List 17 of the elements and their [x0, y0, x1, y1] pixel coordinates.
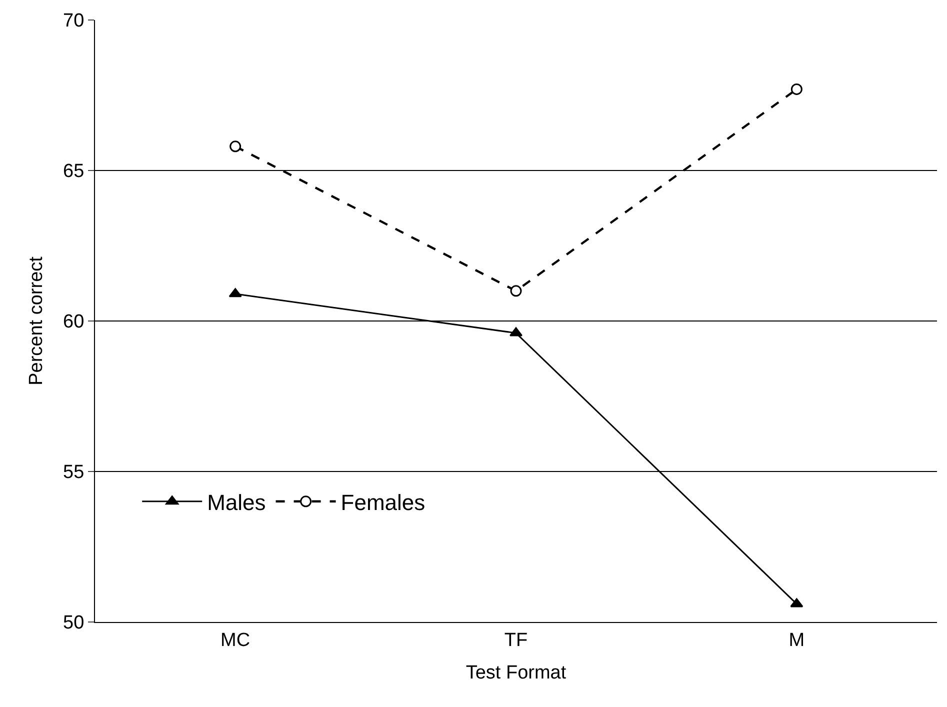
- y-tick-label: 55: [63, 462, 84, 484]
- legend-label: Females: [340, 490, 426, 515]
- y-tick-label: 60: [63, 312, 84, 333]
- x-axis-title: Test Format: [466, 662, 567, 684]
- point: [790, 598, 804, 608]
- point: [228, 288, 242, 298]
- point: [510, 285, 522, 297]
- y-tick-label: 65: [63, 161, 84, 182]
- legend-label: Males: [207, 490, 266, 515]
- y-tick-label: 50: [63, 612, 84, 634]
- point: [230, 140, 242, 152]
- y-axis-title: Percent correct: [26, 256, 47, 386]
- y-tick-label: 70: [63, 10, 84, 32]
- x-tick-label: TF: [504, 630, 528, 651]
- x-tick-label: MC: [220, 630, 250, 651]
- point: [790, 83, 802, 95]
- x-tick-label: M: [788, 630, 805, 651]
